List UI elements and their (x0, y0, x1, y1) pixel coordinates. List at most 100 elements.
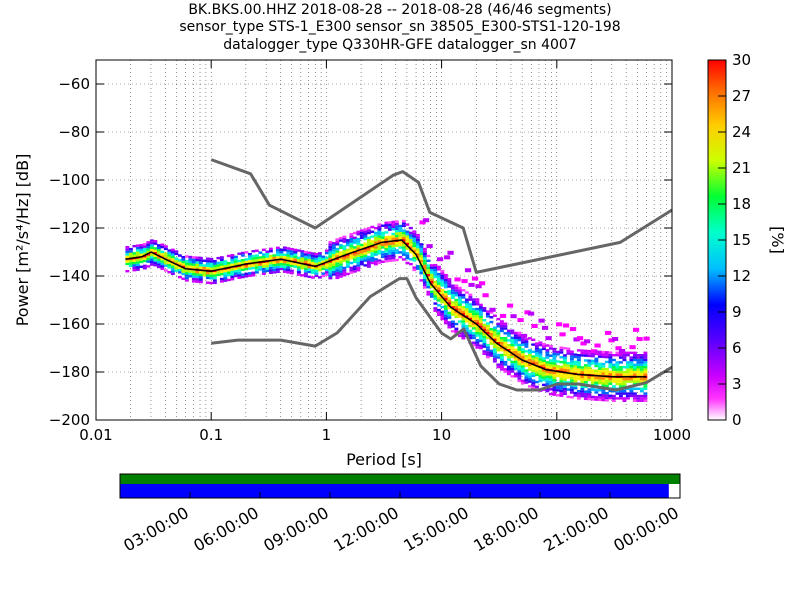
heatmap-cell (237, 252, 242, 255)
heatmap-cell (216, 256, 221, 260)
heatmap-cell (457, 315, 462, 318)
heatmap-cell (191, 275, 196, 278)
heatmap-cell (499, 346, 504, 350)
heatmap-cell (622, 373, 627, 376)
heatmap-cell (275, 263, 280, 266)
heatmap-cell (398, 241, 403, 244)
heatmap-cell (349, 240, 354, 243)
heatmap-cell (454, 327, 459, 331)
heatmap-cell (576, 361, 581, 364)
heatmap-cell (412, 232, 417, 236)
heatmap-cell (219, 280, 224, 283)
heatmap-cell (408, 250, 413, 254)
heatmap-cell (289, 250, 294, 253)
heatmap-cell (366, 265, 371, 268)
heatmap-cell (377, 237, 382, 241)
heatmap-cell (622, 366, 627, 369)
heatmap-cell (170, 248, 175, 252)
heatmap-cell (226, 261, 231, 265)
heatmap-cell (328, 252, 333, 256)
heatmap-cell (531, 374, 536, 378)
heatmap-cell (517, 318, 524, 323)
heatmap-cell (485, 351, 490, 354)
heatmap-cell (265, 264, 270, 268)
heatmap-cell (583, 368, 588, 372)
heatmap-cell (370, 225, 375, 229)
heatmap-cell (265, 269, 270, 273)
heatmap-cell (426, 290, 431, 294)
heatmap-cell (531, 381, 536, 385)
heatmap-cell (583, 352, 588, 355)
heatmap-cell (433, 295, 438, 298)
heatmap-cell (478, 322, 483, 326)
heatmap-cell (562, 373, 567, 376)
heatmap-cell (146, 257, 151, 261)
heatmap-cell (307, 275, 312, 278)
heatmap-cell (594, 379, 599, 382)
heatmap-cell (520, 365, 525, 368)
heatmap-cell (177, 271, 182, 274)
heatmap-cell (223, 260, 228, 263)
heatmap-cell (387, 238, 392, 241)
chart-title-line-1: BK.BKS.00.HHZ 2018-08-28 -- 2018-08-28 (… (188, 2, 612, 18)
heatmap-cell (639, 399, 644, 402)
heatmap-cell (216, 264, 221, 267)
heatmap-cell (247, 264, 252, 268)
heatmap-cell (552, 359, 557, 363)
heatmap-cell (632, 378, 637, 381)
heatmap-cell (412, 266, 417, 269)
heatmap-cell (573, 394, 578, 397)
heatmap-cell (170, 251, 175, 254)
heatmap-cell (429, 285, 434, 289)
heatmap-cell (604, 396, 609, 400)
heatmap-cell (615, 354, 620, 357)
heatmap-cell (132, 254, 137, 257)
heatmap-cell (436, 294, 441, 297)
heatmap-cell (233, 274, 238, 278)
heatmap-cell (429, 271, 434, 274)
heatmap-cell (629, 345, 636, 350)
heatmap-cell (195, 258, 200, 262)
heatmap-cell (359, 263, 364, 266)
heatmap-cell (345, 260, 350, 264)
heatmap-cell (618, 348, 626, 353)
heatmap-cell (181, 267, 186, 271)
heatmap-cell (401, 234, 406, 237)
heatmap-cell (545, 365, 550, 369)
heatmap-cell (454, 315, 459, 319)
heatmap-cell (611, 385, 616, 388)
heatmap-cell (447, 285, 452, 288)
heatmap-cell (167, 256, 172, 259)
heatmap-cell (370, 249, 375, 253)
heatmap-cell (440, 298, 445, 302)
heatmap-cell (489, 340, 494, 343)
heatmap-cell (496, 337, 501, 340)
heatmap-cell (142, 245, 147, 248)
heatmap-cell (538, 353, 543, 356)
heatmap-cell (597, 377, 602, 380)
heatmap-cell (611, 368, 616, 371)
heatmap-cell (314, 262, 319, 266)
heatmap-cell (555, 374, 560, 378)
heatmap-cell (510, 343, 515, 347)
heatmap-cell (307, 265, 312, 269)
heatmap-cell (527, 377, 532, 381)
heatmap-cell (398, 234, 403, 237)
heatmap-cell (352, 253, 357, 256)
heatmap-cell (198, 271, 203, 274)
heatmap-cell (450, 294, 455, 297)
heatmap-cell (310, 271, 315, 274)
heatmap-cell (499, 337, 504, 340)
heatmap-cell (454, 322, 459, 326)
heatmap-cell (405, 240, 410, 243)
heatmap-cell (370, 230, 375, 233)
heatmap-cell (461, 320, 466, 323)
heatmap-cell (436, 299, 441, 302)
heatmap-cell (489, 311, 494, 314)
heatmap-cell (604, 377, 609, 380)
heatmap-cell (394, 237, 399, 240)
heatmap-cell (314, 272, 319, 275)
colorbar-tick-label: 21 (732, 159, 751, 177)
heatmap-cell (594, 352, 599, 356)
heatmap-cell (471, 319, 476, 323)
